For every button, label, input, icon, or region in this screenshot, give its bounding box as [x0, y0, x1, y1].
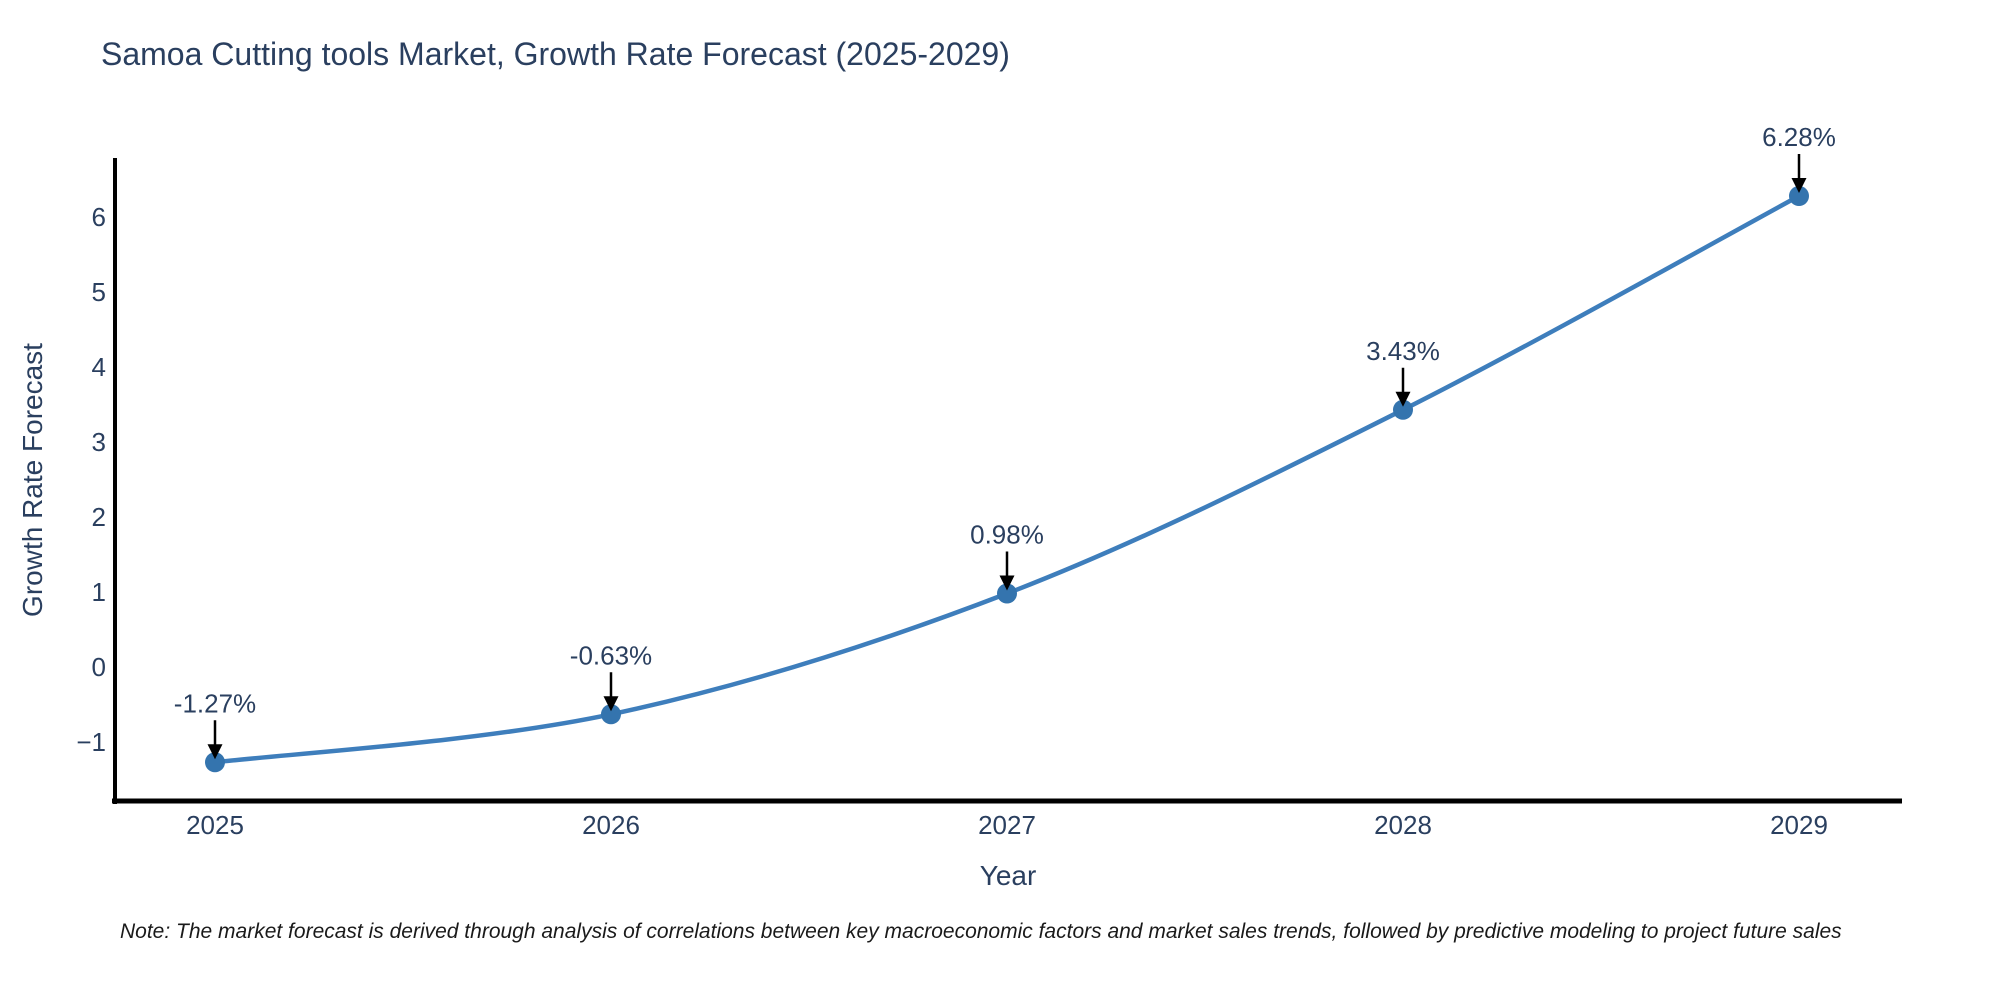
data-point-marker: [997, 583, 1017, 604]
chart-title: Samoa Cutting tools Market, Growth Rate …: [101, 36, 1010, 72]
footnote: Note: The market forecast is derived thr…: [120, 920, 1842, 943]
y-tick-label: −1: [76, 727, 106, 757]
data-point-label: 0.98%: [970, 520, 1044, 550]
annotation-arrowhead: [603, 696, 619, 712]
data-point-marker: [205, 752, 225, 773]
data-point-marker: [601, 704, 621, 725]
y-tick-label: 6: [92, 202, 106, 232]
data-point-marker: [1789, 186, 1809, 206]
y-tick-label: 2: [92, 502, 106, 532]
x-tick-label: 2025: [186, 810, 244, 840]
y-tick-label: 4: [92, 352, 106, 382]
annotation-arrowhead: [207, 744, 223, 760]
y-tick-label: 1: [92, 577, 106, 607]
data-point-label: 3.43%: [1366, 336, 1440, 366]
annotation-arrowhead: [1791, 178, 1807, 193]
x-tick-label: 2028: [1374, 810, 1432, 840]
data-point-label: 6.28%: [1762, 122, 1836, 152]
y-tick-label: 5: [92, 277, 106, 307]
annotation-arrowhead: [1395, 391, 1411, 407]
x-tick-label: 2026: [582, 810, 640, 840]
x-tick-label: 2027: [978, 810, 1036, 840]
annotation-arrowhead: [999, 575, 1015, 591]
data-point-marker: [1393, 399, 1413, 420]
data-point-label: -1.27%: [174, 688, 256, 718]
y-tick-label: 3: [92, 427, 106, 457]
data-point-label: -0.63%: [570, 640, 652, 670]
y-tick-label: 0: [92, 652, 106, 682]
x-tick-label: 2029: [1770, 810, 1828, 840]
trend-line: [212, 193, 1802, 765]
x-axis-title: Year: [979, 860, 1037, 891]
